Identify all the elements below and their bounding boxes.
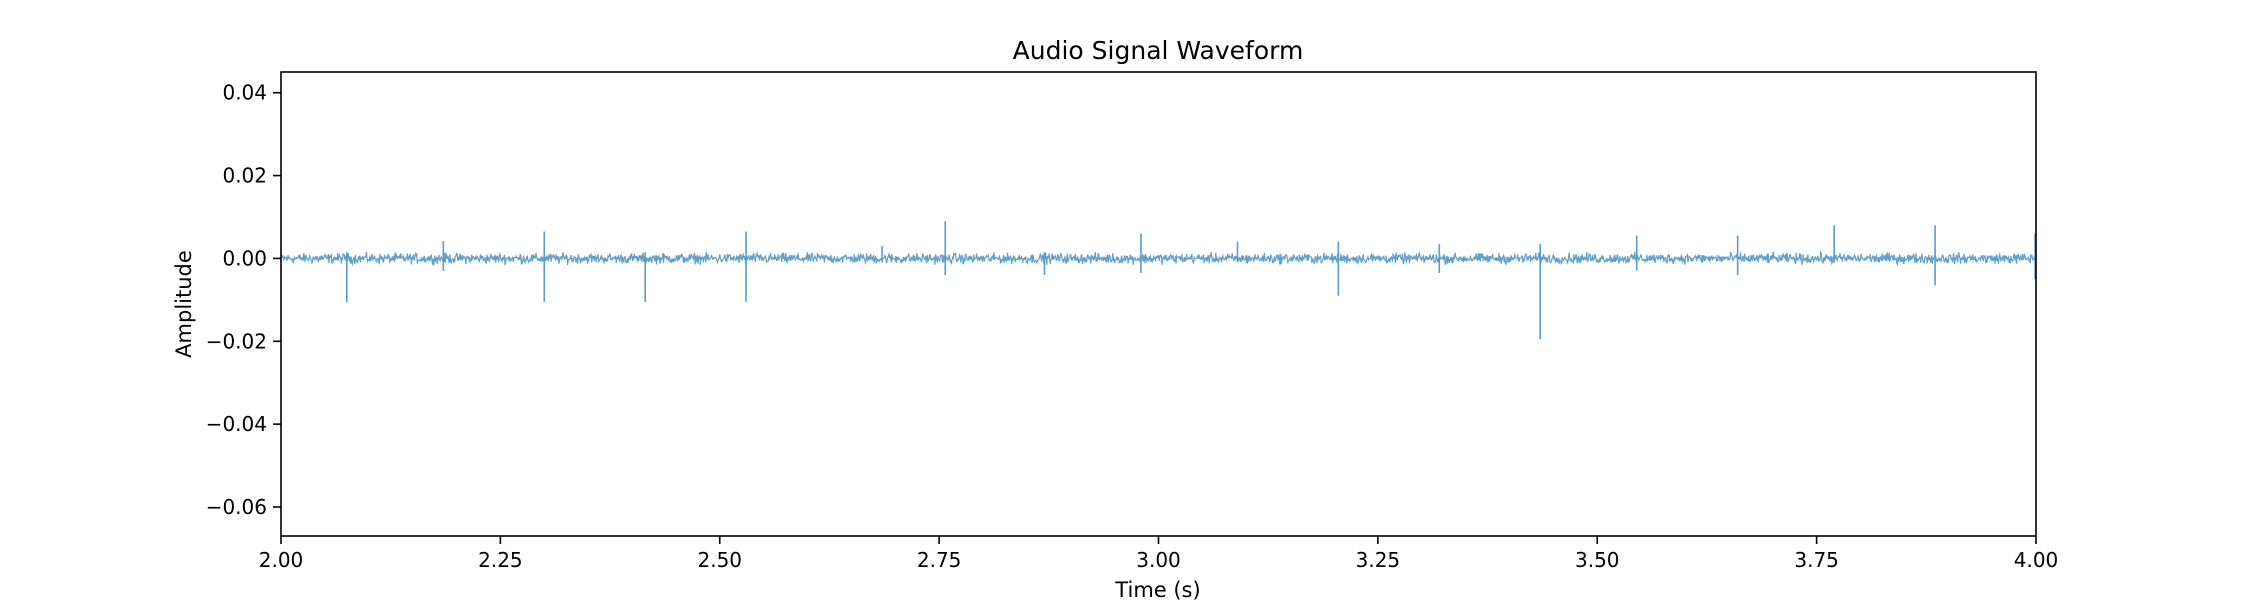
x-tick-label: 2.00 [259,548,304,572]
y-axis-label: Amplitude [172,250,196,358]
y-tick-label: −0.04 [206,412,267,436]
x-axis: 2.00 2.25 2.50 2.75 3.00 3.25 3.50 3.75 4.00 [259,536,2059,572]
y-tick-label: 0.00 [222,246,267,270]
x-tick-label: 2.25 [478,548,523,572]
x-tick-label: 3.75 [1794,548,1839,572]
waveform-line [280,250,2037,267]
y-tick-label: 0.04 [222,81,267,105]
x-axis-label: Time (s) [1114,578,1200,600]
series-group [280,221,2037,340]
y-tick-label: −0.02 [206,329,267,353]
x-tick-label: 2.75 [917,548,962,572]
plot-area [280,71,2037,537]
x-tick-label: 3.25 [1356,548,1401,572]
chart-title: Audio Signal Waveform [1013,36,1304,65]
y-tick-label: −0.06 [206,495,267,519]
y-axis: 0.04 0.02 0.00 −0.02 −0.04 −0.06 [206,81,281,519]
x-tick-label: 4.00 [2014,548,2059,572]
x-tick-label: 3.00 [1136,548,1181,572]
plot-frame [280,71,2037,537]
x-tick-label: 3.50 [1575,548,1620,572]
x-tick-label: 2.50 [697,548,742,572]
y-tick-label: 0.02 [222,164,267,188]
